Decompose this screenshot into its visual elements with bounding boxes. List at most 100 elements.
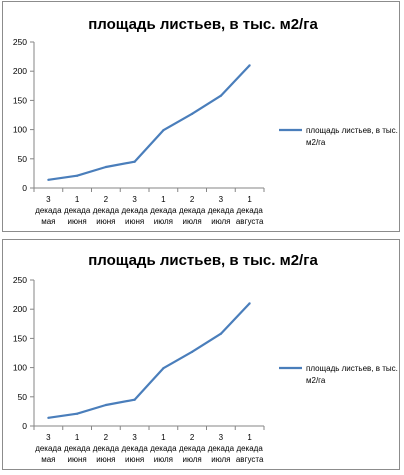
data-point xyxy=(191,112,194,115)
y-axis: 0 50 100 150 200 250 xyxy=(13,275,35,431)
x-tick-label-line: июня xyxy=(68,455,87,464)
x-tick-label-line: 3 xyxy=(219,195,224,204)
x-tick-label: 3 декада июня xyxy=(121,433,148,464)
x-tick-label-line: декада xyxy=(64,444,91,453)
data-point xyxy=(219,332,222,335)
y-tick-label: 150 xyxy=(13,333,27,343)
line-chart-top: площадь листьев, в тыс. м2/га 0 50 100 150 2… xyxy=(13,16,398,226)
x-tick-label: 1 декада июля xyxy=(150,433,177,464)
x-tick-label-line: декада xyxy=(179,206,206,215)
x-tick-label-line: июня xyxy=(68,217,87,226)
series-layer xyxy=(47,64,251,181)
x-tick-label-line: декада xyxy=(150,444,177,453)
series-line xyxy=(48,302,251,419)
x-tick-label: 3 декада июля xyxy=(208,433,235,464)
data-point xyxy=(162,129,165,132)
x-tick-label: 3 декада июня xyxy=(121,195,148,226)
x-tick-label: 2 декада июля xyxy=(179,195,206,226)
legend-label-line: м2/га xyxy=(306,138,326,147)
y-tick-label: 250 xyxy=(13,275,27,285)
x-tick-label: 1 декада июня xyxy=(64,195,91,226)
x-tick-label: 1 декада августа xyxy=(236,433,264,464)
x-tick-label: 1 декада августа xyxy=(236,195,264,226)
x-tick-label-line: июня xyxy=(125,217,144,226)
series-line xyxy=(48,64,251,181)
x-tick-label-line: декада xyxy=(121,444,148,453)
chart-panel-bottom: площадь листьев, в тыс. м2/га 0 50 100 150 2… xyxy=(2,239,400,470)
y-tick-label: 200 xyxy=(13,304,27,314)
y-tick-label: 50 xyxy=(18,392,28,402)
data-point xyxy=(133,398,136,401)
x-tick-label-line: декада xyxy=(208,444,235,453)
x-tick-label: 1 декада июля xyxy=(150,195,177,226)
data-point xyxy=(219,94,222,97)
x-tick-label-line: 2 xyxy=(104,195,109,204)
x-tick-label-line: июня xyxy=(125,455,144,464)
x-tick-label-line: июля xyxy=(154,455,173,464)
x-tick-label-line: 1 xyxy=(161,433,166,442)
x-tick-label-line: июля xyxy=(154,217,173,226)
x-tick-label: 3 декада мая xyxy=(35,195,62,226)
x-tick-label-line: 1 xyxy=(247,195,252,204)
x-tick-label: 1 декада июня xyxy=(64,433,91,464)
legend-label: площадь листьев, в тыс. м2/га xyxy=(306,364,398,385)
x-tick-label-line: 1 xyxy=(75,195,80,204)
x-tick-label-line: декада xyxy=(150,206,177,215)
x-tick-label-line: 1 xyxy=(75,433,80,442)
legend-label-line: площадь листьев, в тыс. xyxy=(306,126,398,135)
data-point xyxy=(191,350,194,353)
x-tick-label-line: 2 xyxy=(190,195,195,204)
y-axis: 0 50 100 150 200 250 xyxy=(13,37,35,193)
data-point xyxy=(76,412,79,415)
x-tick-label-line: июля xyxy=(211,217,230,226)
x-tick-label-line: 3 xyxy=(132,195,137,204)
x-tick-label-line: июля xyxy=(211,455,230,464)
x-tick-label-line: декада xyxy=(179,444,206,453)
x-tick-label-line: 1 xyxy=(161,195,166,204)
x-tick-label-line: 3 xyxy=(132,433,137,442)
x-tick-label-line: декада xyxy=(35,444,62,453)
x-tick-label: 3 декада мая xyxy=(35,433,62,464)
x-tick-label-line: мая xyxy=(41,217,55,226)
chart-title: площадь листьев, в тыс. м2/га xyxy=(88,16,318,33)
y-tick-label: 0 xyxy=(22,421,27,431)
y-tick-label: 200 xyxy=(13,66,27,76)
legend: площадь листьев, в тыс. м2/га xyxy=(279,126,398,147)
data-point xyxy=(133,160,136,163)
y-tick-label: 250 xyxy=(13,37,27,47)
x-tick-label-line: июля xyxy=(182,217,201,226)
data-point xyxy=(47,416,50,419)
x-tick-label-line: августа xyxy=(236,455,264,464)
y-tick-label: 0 xyxy=(22,183,27,193)
data-point xyxy=(162,367,165,370)
x-tick-label-line: 2 xyxy=(104,433,109,442)
data-point xyxy=(104,403,107,407)
y-tick-label: 100 xyxy=(13,363,27,373)
data-point xyxy=(76,174,79,177)
series-layer xyxy=(47,302,251,419)
x-tick-label-line: июня xyxy=(96,217,115,226)
y-tick-label: 100 xyxy=(13,125,27,135)
x-tick-label-line: 3 xyxy=(46,195,51,204)
x-tick-label-line: 2 xyxy=(190,433,195,442)
x-tick-label-line: декада xyxy=(236,444,263,453)
x-tick-label-line: декада xyxy=(208,206,235,215)
chart-panel-top: площадь листьев, в тыс. м2/га 0 50 100 150 2… xyxy=(2,1,400,232)
legend-label: площадь листьев, в тыс. м2/га xyxy=(306,126,398,147)
line-chart-bottom: площадь листьев, в тыс. м2/га 0 50 100 150 2… xyxy=(13,252,398,464)
x-tick-label-line: декада xyxy=(35,206,62,215)
y-tick-label: 150 xyxy=(13,95,27,105)
data-point xyxy=(248,302,251,305)
chart-title: площадь листьев, в тыс. м2/га xyxy=(88,252,318,269)
x-tick-label-line: июля xyxy=(182,455,201,464)
x-tick-label-line: декада xyxy=(64,206,91,215)
x-tick-label: 3 декада июля xyxy=(208,195,235,226)
legend-label-line: м2/га xyxy=(306,376,326,385)
x-tick-label: 2 декада июня xyxy=(93,433,120,464)
x-tick-label-line: декада xyxy=(236,206,263,215)
x-tick-label: 2 декада июля xyxy=(179,433,206,464)
x-tick-label-line: 3 xyxy=(46,433,51,442)
data-point xyxy=(47,178,50,181)
